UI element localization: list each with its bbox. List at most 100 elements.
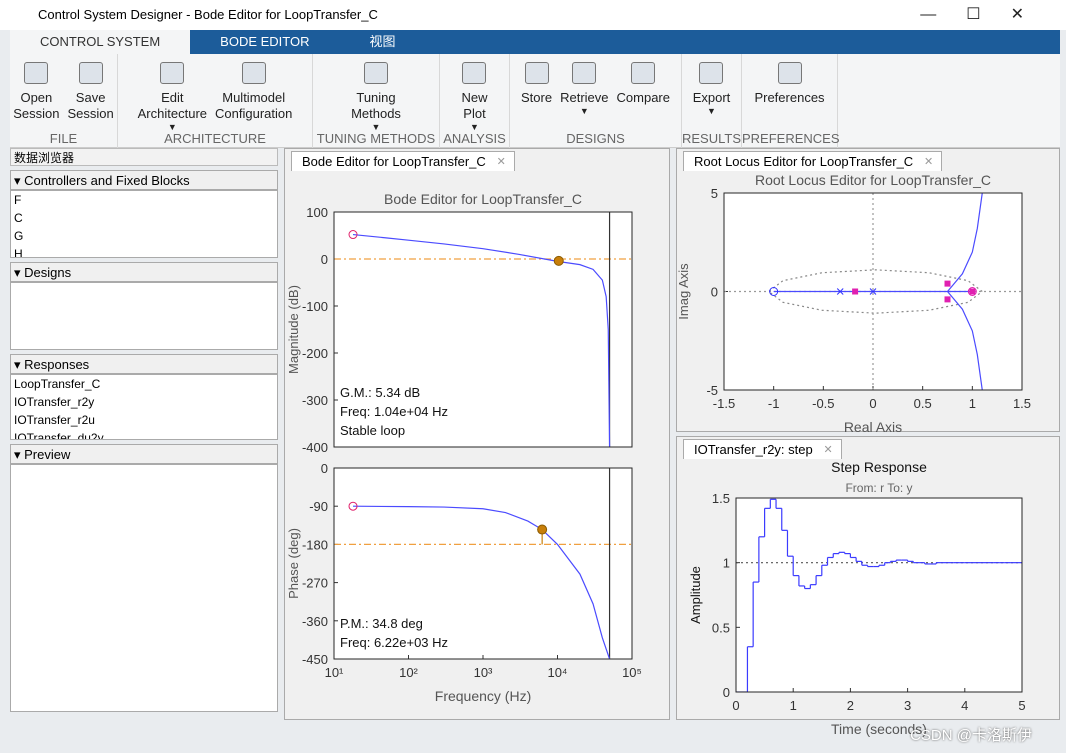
series-line bbox=[947, 193, 983, 292]
y-tick-label: 0 bbox=[321, 461, 328, 476]
x-tick-label: 2 bbox=[847, 698, 854, 713]
list-item[interactable]: F bbox=[14, 193, 22, 207]
list-item[interactable]: G bbox=[14, 229, 24, 243]
list-item[interactable]: IOTransfer_r2y bbox=[14, 395, 95, 409]
x-tick-label: 10⁴ bbox=[547, 665, 567, 680]
y-tick-label: -360 bbox=[302, 614, 328, 629]
marker bbox=[348, 501, 358, 511]
button-label: Session bbox=[13, 106, 60, 121]
window-title: Control System Designer - Bode Editor fo… bbox=[38, 7, 378, 22]
marker bbox=[553, 255, 564, 266]
section-label: Responses bbox=[24, 357, 90, 372]
plot-frame bbox=[333, 211, 633, 448]
marker bbox=[944, 280, 951, 287]
x-tick-label: 10¹ bbox=[325, 665, 344, 680]
button-label: Preferences bbox=[754, 90, 825, 105]
y-tick-label: 1 bbox=[723, 556, 730, 571]
x-tick-label: -1 bbox=[768, 396, 780, 411]
ribbon-tab[interactable]: BODE EDITOR bbox=[220, 34, 310, 49]
button-label: Plot bbox=[463, 106, 486, 121]
group-label: FILE bbox=[49, 131, 78, 146]
x-axis-label: Real Axis bbox=[844, 419, 902, 435]
ribbon-button[interactable]: Save Session bbox=[64, 54, 118, 148]
section-header[interactable]: ▾ Controllers and Fixed Blocks bbox=[10, 170, 278, 190]
y-tick-label: -270 bbox=[302, 576, 328, 591]
y-axis-label: Magnitude (dB) bbox=[286, 285, 301, 374]
doc-tab[interactable]: IOTransfer_r2y: step bbox=[683, 439, 842, 460]
button-label: Multimodel bbox=[222, 90, 286, 105]
y-tick-label: -90 bbox=[309, 499, 328, 514]
ribbon-button[interactable]: Retrieve ▼ bbox=[556, 54, 612, 148]
section-header[interactable]: ▾ Designs bbox=[10, 262, 278, 282]
ribbon-button[interactable]: Tuning Methods ▼ bbox=[347, 54, 405, 148]
button-icon bbox=[572, 62, 597, 84]
button-label: Tuning bbox=[356, 90, 396, 105]
x-tick-label: 1 bbox=[790, 698, 797, 713]
ribbon-button[interactable]: Edit Architecture ▼ bbox=[134, 54, 211, 148]
marker bbox=[869, 288, 877, 295]
plot-title: Step Response bbox=[831, 459, 927, 475]
y-axis-label: Phase (deg) bbox=[286, 528, 301, 599]
section-label: Controllers and Fixed Blocks bbox=[24, 173, 190, 188]
data-browser: 数据浏览器 ▾ Controllers and Fixed Blocks F C G H ▾… bbox=[10, 148, 278, 720]
button-label: Compare bbox=[616, 90, 670, 105]
group-label: DESIGNS bbox=[566, 131, 625, 146]
window-controls[interactable]: —☐✕ bbox=[920, 6, 1054, 23]
ribbon-button[interactable]: Preferences bbox=[750, 54, 828, 148]
marker bbox=[969, 288, 976, 295]
plot-frame bbox=[333, 467, 633, 660]
button-label: Export bbox=[692, 90, 731, 105]
section-list: LoopTransfer_C IOTransfer_r2y IOTransfer_r… bbox=[10, 374, 278, 440]
section-list bbox=[10, 282, 278, 350]
y-tick-label: 0.5 bbox=[712, 620, 730, 635]
annotation: P.M.: 34.8 deg bbox=[340, 616, 423, 631]
button-label: Architecture bbox=[137, 106, 208, 121]
ribbon-button[interactable]: New Plot ▼ bbox=[457, 54, 491, 148]
ribbon-tab[interactable]: 视图 bbox=[369, 34, 396, 49]
section-header[interactable]: ▾ Responses bbox=[10, 354, 278, 374]
y-tick-label: 0 bbox=[723, 685, 730, 700]
button-icon bbox=[699, 62, 724, 84]
x-tick-label: 0 bbox=[732, 698, 739, 713]
list-item[interactable]: IOTransfer_r2u bbox=[14, 413, 95, 427]
ribbon-button[interactable]: Open Session bbox=[9, 54, 63, 148]
doc-tab[interactable]: Root Locus Editor for LoopTransfer_C bbox=[683, 151, 943, 172]
ribbon-button[interactable]: Multimodel Configuration bbox=[211, 54, 296, 148]
ribbon-group: Tuning Methods ▼ TUNING METHODS bbox=[313, 54, 440, 148]
button-label: Edit bbox=[161, 90, 184, 105]
button-icon bbox=[241, 62, 266, 84]
doc-tab[interactable]: Bode Editor for LoopTransfer_C bbox=[291, 151, 515, 172]
plot-area bbox=[334, 468, 632, 659]
list-item[interactable]: LoopTransfer_C bbox=[14, 377, 101, 391]
y-axis-label: Imag Axis bbox=[676, 263, 691, 320]
marker bbox=[836, 288, 844, 295]
ribbon-group: Export ▼ RESULTS bbox=[682, 54, 742, 148]
y-tick-label: -300 bbox=[302, 393, 328, 408]
ribbon-group: Edit Architecture ▼ Multimodel Configuration… bbox=[118, 54, 313, 148]
ribbon-tab[interactable]: CONTROL SYSTEM bbox=[10, 30, 191, 54]
x-tick-label: 1 bbox=[969, 396, 976, 411]
group-label: PREFERENCES bbox=[742, 131, 840, 146]
title-bar: Control System Designer - Bode Editor fo… bbox=[0, 0, 1066, 30]
button-label: Retrieve bbox=[560, 90, 609, 105]
x-axis-label: Frequency (Hz) bbox=[435, 688, 531, 704]
annotation: Freq: 1.04e+04 Hz bbox=[340, 404, 448, 419]
list-item[interactable]: H bbox=[14, 247, 23, 258]
section-header[interactable]: ▾ Preview bbox=[10, 444, 278, 464]
ribbon-button[interactable]: Store bbox=[517, 54, 556, 148]
button-label: Session bbox=[67, 106, 114, 121]
ribbon-button[interactable]: Compare bbox=[613, 54, 674, 148]
plot-frame bbox=[735, 497, 1023, 693]
section-label: Preview bbox=[24, 447, 71, 462]
ribbon-button[interactable]: Export ▼ bbox=[689, 54, 735, 148]
marker bbox=[537, 524, 548, 535]
list-item[interactable]: IOTransfer_du2y bbox=[14, 431, 104, 440]
list-item[interactable]: C bbox=[14, 211, 23, 225]
button-icon bbox=[78, 62, 103, 84]
ribbon-group: Open Session Save Session FILE bbox=[10, 54, 118, 148]
watermark: CSDN @卡洛斯伊 bbox=[910, 727, 1032, 744]
group-label: ANALYSIS bbox=[443, 131, 506, 146]
menu-arrow: ▼ bbox=[167, 122, 177, 132]
series-line bbox=[947, 291, 983, 390]
